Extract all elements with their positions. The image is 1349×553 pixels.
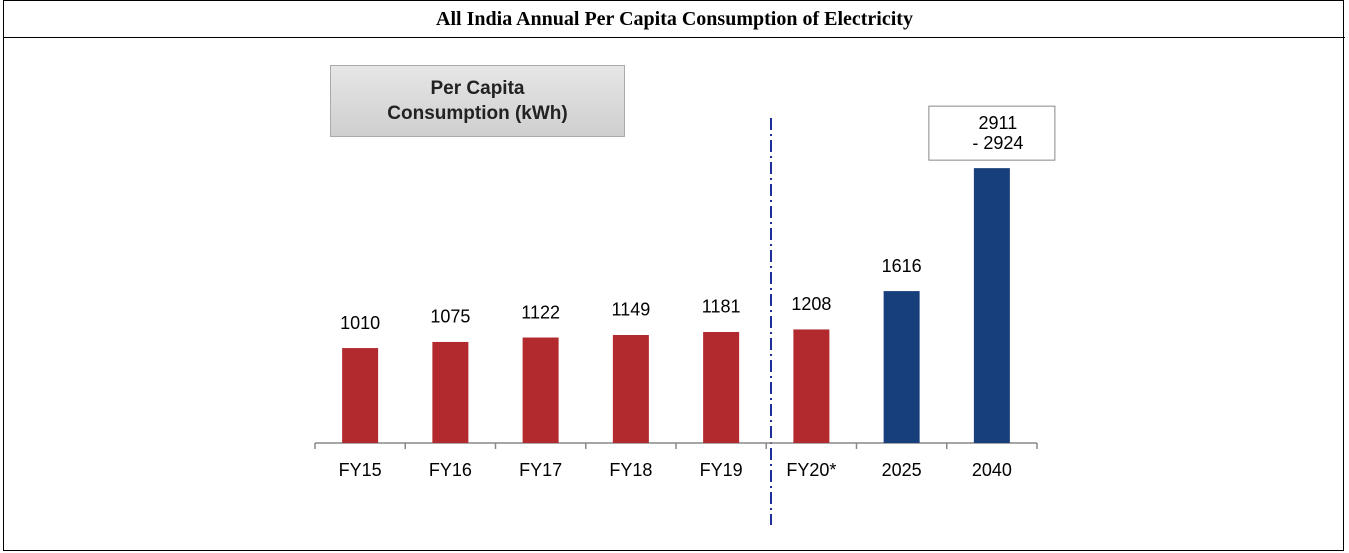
value-label: 1149: [612, 300, 651, 320]
value-label: 1075: [430, 307, 470, 327]
x-tick-label: FY20*: [786, 460, 836, 480]
value-label-box: [928, 105, 1056, 161]
x-tick-label: FY18: [609, 460, 652, 480]
x-tick-label: FY19: [700, 460, 743, 480]
bar: [793, 329, 830, 443]
frame: All India Annual Per Capita Consumption …: [3, 0, 1345, 551]
value-label: 1208: [791, 294, 831, 314]
bar: [612, 334, 649, 443]
bar: [973, 168, 1010, 444]
x-tick-label: FY16: [429, 460, 472, 480]
annotation: Per Capita Consumption (kWh): [330, 65, 625, 137]
value-label: 2911: [979, 113, 1018, 133]
value-label: 1010: [340, 313, 380, 333]
value-label: 1616: [882, 256, 922, 276]
bar: [342, 348, 379, 443]
bar: [432, 341, 469, 443]
x-tick-label: 2040: [972, 460, 1012, 480]
x-tick-label: FY17: [519, 460, 562, 480]
value-label: 1122: [521, 302, 560, 322]
bar: [703, 331, 740, 443]
value-label: 1181: [702, 297, 741, 317]
x-tick-label: FY15: [339, 460, 382, 480]
bar: [883, 291, 920, 443]
x-tick-label: 2025: [882, 460, 922, 480]
chart-title: All India Annual Per Capita Consumption …: [4, 1, 1345, 38]
bar: [522, 337, 559, 443]
value-label: - 2924: [972, 133, 1023, 153]
